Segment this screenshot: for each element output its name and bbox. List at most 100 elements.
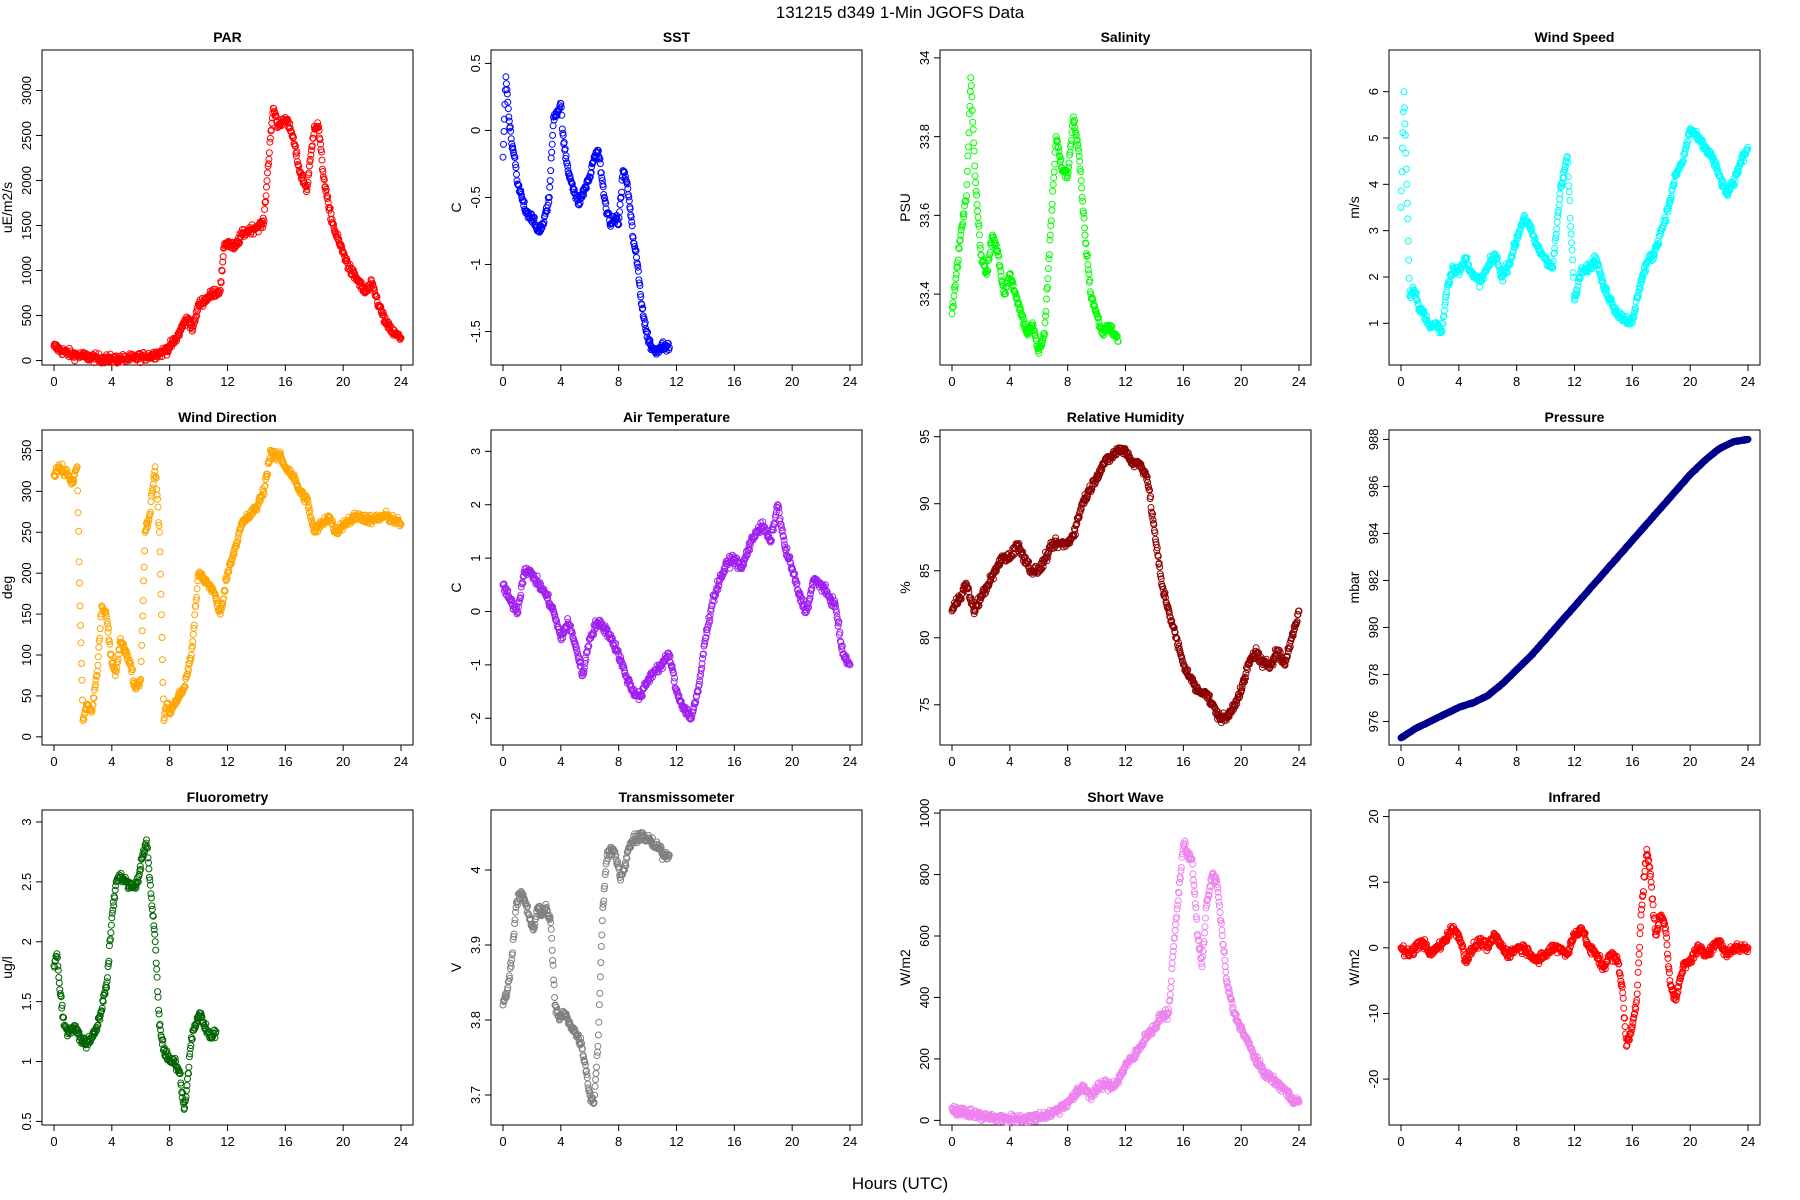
par-data-point	[330, 224, 338, 232]
salinity-data-point	[995, 252, 1003, 260]
salinity-data-point	[1044, 275, 1052, 283]
salinity-data-point	[960, 213, 968, 221]
wind-direction-data-point	[137, 676, 145, 683]
air-temperature-data-point	[517, 583, 525, 591]
wind-speed-data-point	[1531, 235, 1539, 243]
sst-data-point	[616, 208, 624, 216]
par-data-point	[265, 155, 273, 163]
par-data-point	[168, 343, 176, 351]
salinity-data-point	[951, 286, 959, 294]
wind-direction-data-point	[75, 527, 83, 535]
wind-direction-data-point	[254, 500, 262, 508]
wind-speed-data-point	[1465, 261, 1472, 269]
wind-direction-data-point	[112, 667, 120, 675]
salinity-data-point	[1077, 168, 1085, 176]
air-temperature-data-point	[695, 680, 703, 688]
wind-speed-data-point	[1607, 295, 1615, 303]
wind-direction-data-point	[189, 630, 197, 638]
wind-direction-data-point	[154, 495, 162, 503]
wind-speed-data-point	[1726, 187, 1734, 195]
air-temperature-data-point	[568, 629, 576, 637]
salinity-data-point	[957, 231, 965, 239]
wind-direction-data-point	[77, 639, 85, 647]
wind-direction-data-point	[220, 595, 228, 603]
wind-speed-data-point	[1401, 131, 1409, 139]
wind-direction-data-point	[92, 676, 100, 684]
sst-data-point	[596, 160, 604, 168]
air-temperature-data-point	[580, 664, 588, 671]
salinity-data-point	[970, 147, 978, 155]
wind-direction-data-point	[111, 672, 119, 680]
sst-data-point	[543, 207, 551, 215]
salinity-data-point	[1043, 295, 1050, 303]
salinity-data-point	[997, 267, 1005, 275]
salinity-data-point	[959, 220, 967, 228]
par-points	[50, 104, 405, 367]
sst-data-point	[636, 282, 644, 289]
salinity-data-point	[1085, 270, 1093, 278]
wind-speed-data-point	[1551, 244, 1559, 252]
wind-direction-data-point	[94, 661, 102, 669]
wind-direction-data-point	[137, 658, 145, 665]
air-temperature-data-point	[708, 601, 716, 609]
salinity-data-point	[1065, 163, 1073, 171]
sst-y-tick-label: 0	[468, 127, 483, 134]
wind-speed-data-point	[1439, 320, 1447, 328]
wind-direction-data-point	[187, 651, 195, 659]
par-data-point	[270, 105, 278, 112]
par-data-point	[328, 215, 336, 223]
wind-direction-x-tick-label: 12	[220, 754, 234, 769]
par-data-point	[315, 123, 323, 130]
salinity-data-point	[1063, 167, 1071, 175]
wind-speed-data-point	[1401, 120, 1409, 128]
sst-data-point	[502, 73, 510, 81]
wind-speed-data-point	[1568, 239, 1576, 247]
par-y-tick-label: 1500	[19, 211, 34, 240]
wind-direction-title: Wind Direction	[178, 409, 277, 425]
sst-data-point	[544, 201, 552, 209]
wind-direction-data-point	[159, 679, 167, 686]
wind-direction-data-point	[189, 638, 197, 646]
wind-speed-data-point	[1549, 257, 1557, 265]
salinity-data-point	[972, 187, 980, 195]
wind-direction-data-point	[139, 612, 147, 620]
salinity-data-point	[952, 275, 960, 282]
salinity-data-point	[1042, 312, 1049, 320]
wind-speed-data-point	[1655, 240, 1663, 248]
salinity-data-point	[1047, 222, 1055, 230]
par-x-tick-label: 16	[278, 374, 292, 389]
wind-speed-data-point	[1636, 285, 1644, 292]
wind-direction-data-point	[158, 634, 166, 641]
par-title: PAR	[213, 29, 242, 45]
relative-humidity-y-tick-label: 75	[917, 698, 932, 712]
wind-speed-x-tick-label: 12	[1567, 374, 1581, 389]
sst-data-point	[503, 90, 511, 98]
salinity-data-point	[1080, 209, 1088, 217]
par-data-point	[261, 206, 269, 213]
salinity-data-point	[1049, 181, 1057, 189]
wind-speed-data-point	[1740, 157, 1748, 165]
air-temperature-y-axis-label: C	[448, 582, 464, 592]
air-temperature-data-point	[551, 613, 559, 621]
sst-data-point	[504, 105, 512, 113]
salinity-data-point	[1042, 308, 1050, 315]
wind-direction-data-point	[75, 558, 83, 566]
wind-direction-data-point	[159, 695, 167, 703]
sst-data-point	[602, 199, 610, 207]
sst-y-axis-label: C	[448, 202, 464, 212]
wind-speed-data-point	[1679, 157, 1687, 165]
wind-direction-data-point	[91, 681, 99, 689]
relative-humidity-plot-frame	[939, 429, 1312, 746]
pressure-y-axis-label: mbar	[1346, 571, 1362, 603]
sst-data-point	[625, 197, 633, 205]
wind-speed-data-point	[1564, 159, 1572, 167]
salinity-data-point	[968, 107, 976, 114]
wind-direction-data-point	[144, 520, 152, 528]
air-temperature-data-point	[802, 609, 810, 617]
salinity-data-point	[971, 172, 979, 180]
salinity-x-tick-label: 16	[1176, 374, 1190, 389]
wind-direction-data-point	[193, 593, 201, 601]
salinity-data-point	[960, 210, 968, 218]
air-temperature-data-point	[698, 664, 706, 672]
